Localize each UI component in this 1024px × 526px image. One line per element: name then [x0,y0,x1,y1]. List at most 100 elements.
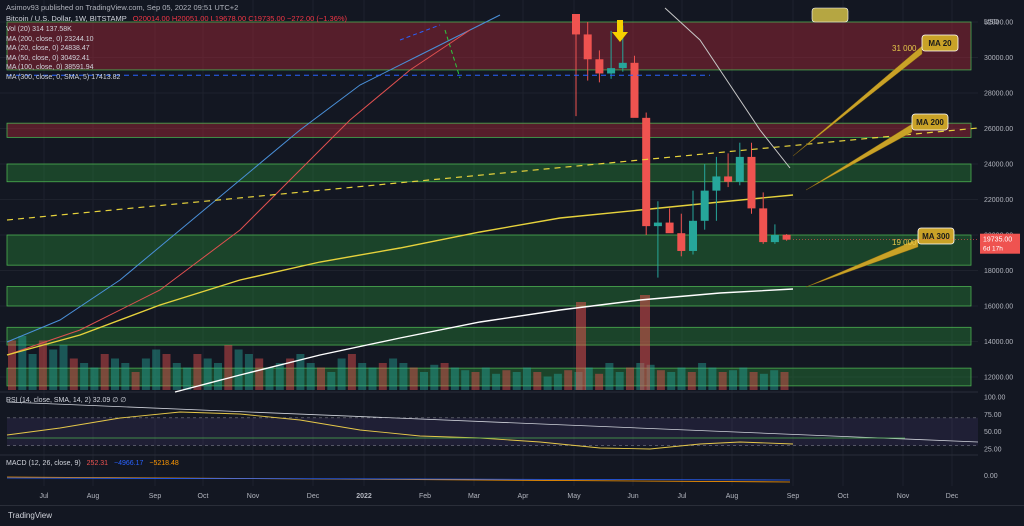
candle[interactable] [607,30,616,79]
volume-bar [18,336,27,390]
rsi-tick-label: 75.00 [984,412,1002,419]
volume-bar [481,367,490,390]
time-tick-label: Oct [838,493,849,500]
candle[interactable] [572,14,580,117]
candle[interactable] [642,112,651,235]
volume-bar [358,363,367,390]
time-tick-label: Nov [897,493,910,500]
time-tick-label: Sep [787,493,800,500]
volume-bar [275,363,284,390]
indicator-value: 24838.47 [60,45,90,52]
indicator-row[interactable]: MA (300, close, 0, SMA, 5) 17413.82 [6,73,120,83]
candle-body [700,190,709,221]
volume-bar [492,373,501,390]
candlestick-series[interactable] [572,14,791,278]
volume-bar [152,349,161,390]
price-tick-label: 32000.00 [984,20,1013,27]
candle[interactable] [747,142,756,214]
candle[interactable] [583,22,592,81]
price-axis[interactable]: USD12000.0014000.0016000.0018000.0020000… [793,0,1024,505]
volume-bar [141,358,150,390]
volume-bar [718,372,727,390]
indicator-row[interactable]: Vol (20) 314 137.58K [6,25,120,35]
candle[interactable] [677,213,686,257]
candle[interactable] [700,164,709,230]
level-31000-label: 31 000 [892,44,917,53]
resistance-zone [6,21,972,71]
indicator-row[interactable]: MA (50, close, 0) 30492.41 [6,54,120,64]
candle[interactable] [759,192,768,244]
candle-body [607,68,616,74]
support-zone [6,163,972,183]
indicator-row[interactable]: MA (200, close, 0) 23244.10 [6,35,120,45]
volume-bar [28,354,37,390]
time-axis[interactable]: Jul Aug Sep Oct Nov Dec 2022 Feb Mar Apr May Jun Jul… [40,493,959,500]
ma300-arrow [805,238,919,288]
volume-bar [615,372,624,390]
rsi-line [6,411,794,450]
ma20-arrow [792,45,923,157]
volume-bar [234,349,243,390]
indicator-legend[interactable]: Vol (20) 314 137.58K MA (200, close, 0) 2… [6,25,120,82]
volume-bar [244,354,253,390]
macd-legend[interactable]: MACD (12, 26, close, 9) 252.31 −4966.17 … [6,460,179,467]
volume-bar [337,358,346,390]
candle-body [747,156,756,209]
macd-signal-line [6,476,791,483]
last-price-tag [980,233,1020,254]
ma300-line [174,288,794,393]
indicator-value: 38591.94 [64,64,94,71]
indicator-row[interactable]: MA (20, close, 0) 24838.47 [6,44,120,54]
indicator-row[interactable]: MA (100, close, 0) 38591.94 [6,63,120,73]
candle[interactable] [735,142,744,186]
volume-bar [296,354,305,390]
moving-average-lines [6,7,794,393]
candle[interactable] [665,208,674,234]
candle[interactable] [782,234,791,241]
support-zone [6,286,972,307]
volume-bar [533,372,542,390]
volume-bar [729,370,737,390]
publisher-line: Asimov93 published on TradingView.com, S… [6,3,239,12]
volume-bar [80,363,89,390]
candle[interactable] [653,201,662,278]
volume-bar [656,370,665,390]
candle[interactable] [630,55,639,118]
time-tick-label: Aug [87,493,100,500]
arrow-down-icon [612,20,628,42]
rsi-legend[interactable]: RSI (14, close, SMA, 14, 2) 32.09 ∅ ∅ [6,397,127,404]
volume-bar [698,363,707,390]
footer-bar: TradingView [0,505,1024,526]
indicator-label: MA (100, close, 0) [6,64,65,71]
volume-bar [49,349,58,390]
candle[interactable] [724,153,733,188]
volume-bar [131,372,140,390]
candle-body [712,176,721,191]
candle-body [572,14,580,35]
price-tick-label: 30000.00 [984,55,1013,62]
volume-bar [677,367,686,390]
time-tick-label: Jun [627,493,638,500]
price-tick-label: 16000.00 [984,304,1013,311]
time-tick-label: Sep [149,493,162,500]
rsi-pane[interactable]: 25.00 50.00 75.00 100.00 [6,395,1006,454]
volume-bars [8,295,789,390]
ma200-label-text: MA 200 [916,118,944,127]
candle[interactable] [770,224,779,244]
candle-body [759,208,768,243]
candle[interactable] [595,50,604,83]
volume-bar [595,373,604,390]
volume-bar [8,340,16,390]
ma50-line [6,14,501,343]
volume-bar [430,364,439,390]
candle[interactable] [712,156,721,221]
candle[interactable] [689,190,697,255]
volume-bar [409,367,418,390]
volume-bar [327,372,336,390]
time-tick-label: Jul [678,493,687,500]
resistance-zone [6,122,972,138]
indicator-value: 314 137.58K [32,26,72,33]
rsi-trendline [6,401,979,443]
macd-pane[interactable]: 0.00 [6,473,998,483]
